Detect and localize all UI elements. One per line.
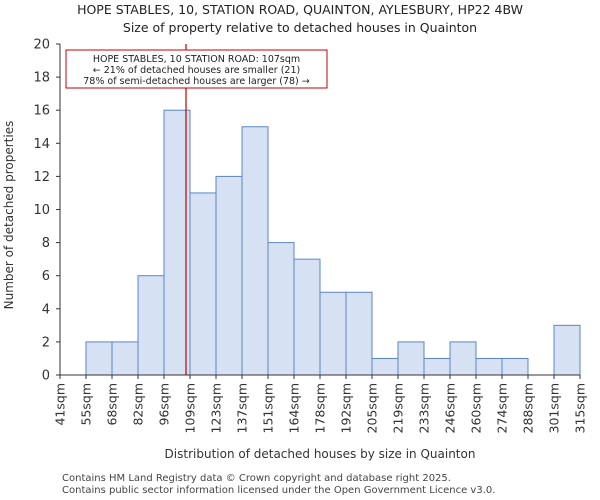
bars-group: [85, 109, 581, 376]
bar-301sqm: [553, 324, 581, 376]
y-tick-label: 2: [42, 335, 50, 350]
x-tick-label: 192sqm: [339, 383, 354, 433]
bar-82sqm: [137, 275, 165, 376]
x-tick-label: 274sqm: [495, 383, 510, 433]
x-tick-label: 151sqm: [261, 383, 276, 433]
y-tick-label: 8: [42, 236, 50, 251]
bar-151sqm: [267, 242, 295, 376]
y-axis-label: Number of detached properties: [2, 121, 16, 310]
x-tick-label: 137sqm: [235, 383, 250, 433]
bar-123sqm: [215, 175, 243, 376]
bar-246sqm: [449, 341, 477, 376]
annotation-smaller: ← 21% of detached houses are smaller (21…: [93, 65, 300, 76]
property-marker: HOPE STABLES, 10 STATION ROAD: 107sqm← 2…: [65, 44, 328, 375]
x-tick-label: 219sqm: [391, 383, 406, 433]
x-axis: 41sqm 55sqm 68sqm 82sqm 96sqm 109sqm 123sqm 137…: [53, 374, 588, 433]
bar-109sqm: [189, 192, 217, 376]
x-tick-label: 315sqm: [573, 383, 588, 433]
x-tick-label: 123sqm: [209, 383, 224, 433]
footer-licence: Contains public sector information licen…: [62, 485, 496, 496]
x-tick-label: 301sqm: [547, 383, 562, 433]
y-tick-label: 12: [33, 170, 50, 185]
y-tick-label: 6: [42, 269, 50, 284]
y-tick-label: 20: [33, 38, 50, 53]
x-tick-label: 205sqm: [365, 383, 380, 433]
x-tick-label: 164sqm: [287, 383, 302, 433]
y-axis: 0 2 4 6 8 10 12 14 16 18 20: [33, 38, 61, 384]
annotation-box: [65, 49, 328, 89]
x-tick-label: 246sqm: [443, 383, 458, 433]
bar-137sqm: [241, 126, 269, 376]
x-axis-label: Distribution of detached houses by size …: [165, 447, 476, 461]
bar-233sqm: [423, 357, 451, 376]
x-tick-label: 82sqm: [131, 383, 146, 426]
bar-178sqm: [319, 291, 347, 376]
annotation-larger: 78% of semi-detached houses are larger (…: [83, 76, 310, 87]
bar-55sqm: [85, 341, 113, 376]
x-tick-label: 288sqm: [521, 383, 536, 433]
annotation-title: HOPE STABLES, 10 STATION ROAD: 107sqm: [93, 54, 300, 65]
x-tick-label: 96sqm: [157, 383, 172, 426]
bar-274sqm: [501, 357, 529, 376]
y-tick-label: 10: [33, 203, 50, 218]
bar-68sqm: [111, 341, 139, 376]
bar-164sqm: [293, 258, 321, 376]
y-tick-label: 18: [33, 71, 50, 86]
y-tick-label: 16: [33, 104, 50, 119]
y-tick-label: 14: [33, 137, 50, 152]
chart-title-subtitle: Size of property relative to detached ho…: [122, 20, 478, 35]
y-tick-label: 4: [42, 302, 50, 317]
x-tick-label: 260sqm: [469, 383, 484, 433]
x-tick-label: 55sqm: [79, 383, 94, 426]
x-tick-label: 68sqm: [105, 383, 120, 426]
x-tick-label: 233sqm: [417, 383, 432, 433]
bar-205sqm: [371, 357, 399, 376]
bar-260sqm: [475, 357, 503, 376]
footer-copyright: Contains HM Land Registry data © Crown c…: [62, 473, 451, 484]
chart-title-address: HOPE STABLES, 10, STATION ROAD, QUAINTON…: [77, 2, 523, 17]
x-tick-label: 178sqm: [313, 383, 328, 433]
bar-192sqm: [345, 291, 373, 376]
x-tick-label: 109sqm: [183, 383, 198, 433]
y-tick-label: 0: [42, 369, 50, 384]
bar-219sqm: [397, 341, 425, 376]
x-tick-label: 41sqm: [53, 383, 68, 426]
